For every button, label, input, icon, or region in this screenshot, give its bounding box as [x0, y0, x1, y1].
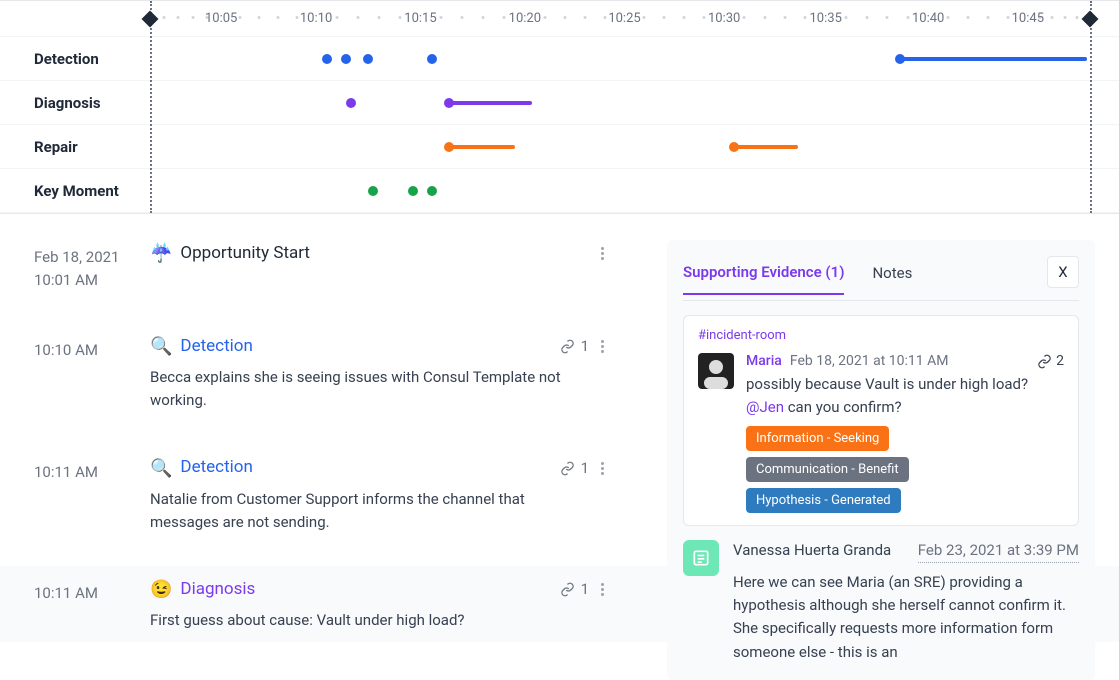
timeline-lanes: Detection Diagnosis Repair Key Moment: [0, 37, 1119, 213]
entry-time: Feb 18, 202110:01 AM: [0, 240, 150, 291]
timeline-tick-label: 10:25: [608, 11, 640, 26]
entry-emoji-icon: 😉: [150, 576, 172, 603]
entry-time: 10:11 AM: [0, 455, 150, 535]
lane-label: Repair: [0, 138, 150, 156]
timeline-segment[interactable]: [449, 145, 515, 149]
lane-label: Key Moment: [0, 182, 150, 200]
message-tag[interactable]: Communication - Benefit: [746, 457, 909, 482]
more-menu-button[interactable]: [595, 460, 610, 477]
lane-track: [150, 125, 1099, 168]
timeline-tick-row: 10:05 10:10 10:15 10:20 10:25 10:30 10:35 10:40…: [0, 1, 1119, 37]
message-tags: Information - Seeking Communication - Ben…: [746, 426, 1064, 513]
timeline-tick-label: 10:45: [1012, 11, 1044, 26]
entry-description: Natalie from Customer Support informs th…: [150, 488, 570, 535]
entry-time: 10:11 AM: [0, 576, 150, 632]
timeline-segment-start: [895, 54, 905, 64]
evidence-card: #incident-room Maria Feb 18, 2021 at 10:…: [683, 315, 1079, 526]
note-time[interactable]: Feb 23, 2021 at 3:39 PM: [918, 540, 1079, 563]
timeline-segment-start: [729, 142, 739, 152]
timeline-point[interactable]: [346, 98, 356, 108]
avatar: [698, 353, 734, 389]
tab-supporting-evidence[interactable]: Supporting Evidence (1): [683, 263, 844, 295]
timeline: 10:05 10:10 10:15 10:20 10:25 10:30 10:35 10:40…: [0, 0, 1119, 214]
lane-track: [150, 37, 1099, 80]
timeline-tick-label: 10:40: [912, 11, 944, 26]
lane-track: [150, 81, 1099, 124]
evidence-sidebar: Supporting Evidence (1) Notes X #inciden…: [667, 240, 1095, 680]
timeline-lane: Key Moment: [0, 169, 1119, 213]
timeline-end-line: [1090, 1, 1092, 213]
timeline-lane: Diagnosis: [0, 81, 1119, 125]
entry-emoji-icon: 🔍: [150, 333, 172, 360]
evidence-link-count[interactable]: 1: [560, 578, 589, 601]
entry-body: 🔍 Detection 1 Becca explains she is seeing …: [150, 333, 630, 413]
timeline-point[interactable]: [363, 54, 373, 64]
message-tag[interactable]: Hypothesis - Generated: [746, 488, 901, 513]
evidence-link-count[interactable]: 1: [560, 457, 589, 480]
entry-title[interactable]: Detection: [180, 334, 252, 360]
link-icon: [560, 461, 575, 476]
message-author[interactable]: Maria: [746, 353, 782, 369]
timeline-point[interactable]: [427, 54, 437, 64]
link-icon: [560, 339, 575, 354]
mention[interactable]: @Jen: [746, 398, 784, 416]
timeline-point[interactable]: [322, 54, 332, 64]
message-text: possibly because Vault is under high loa…: [746, 373, 1064, 418]
timeline-tick-label: 10:30: [708, 11, 740, 26]
timeline-tick-label: 10:15: [404, 11, 436, 26]
message-tag[interactable]: Information - Seeking: [746, 426, 889, 451]
entry-body: ☔ Opportunity Start: [150, 240, 630, 291]
lane-label: Diagnosis: [0, 94, 150, 112]
channel-link[interactable]: #incident-room: [698, 328, 1064, 343]
timeline-point[interactable]: [408, 186, 418, 196]
timeline-segment-start: [444, 142, 454, 152]
more-menu-button[interactable]: [595, 245, 610, 262]
entry-emoji-icon: 🔍: [150, 455, 172, 482]
timeline-tick-label: 10:05: [205, 11, 237, 26]
reply-count-value: 2: [1056, 353, 1064, 369]
timeline-lane: Detection: [0, 37, 1119, 81]
timeline-point[interactable]: [341, 54, 351, 64]
note-card: Vanessa Huerta Granda Feb 23, 2021 at 3:…: [683, 540, 1079, 664]
timeline-tick-label: 10:20: [509, 11, 541, 26]
note-icon: [683, 540, 719, 576]
more-menu-button[interactable]: [595, 581, 610, 598]
timeline-segment[interactable]: [734, 145, 799, 149]
entry-time: 10:10 AM: [0, 333, 150, 413]
tab-notes[interactable]: Notes: [872, 264, 912, 294]
evidence-link-count[interactable]: 1: [560, 335, 589, 358]
entry-description: First guess about cause: Vault under hig…: [150, 609, 570, 632]
timeline-point[interactable]: [427, 186, 437, 196]
timeline-start-line: [150, 1, 152, 213]
entry-body: 🔍 Detection 1 Natalie from Customer Support…: [150, 455, 630, 535]
note-author: Vanessa Huerta Granda: [733, 540, 891, 562]
timeline-tick-label: 10:35: [810, 11, 842, 26]
reply-count[interactable]: 2: [1037, 353, 1064, 369]
entry-description: Becca explains she is seeing issues with…: [150, 366, 570, 413]
entry-body: 😉 Diagnosis 1 First guess about cause: Vaul…: [150, 576, 630, 632]
lane-label: Detection: [0, 50, 150, 68]
note-text: Here we can see Maria (an SRE) providing…: [733, 571, 1079, 664]
entry-title[interactable]: Detection: [180, 455, 252, 481]
timeline-segment-start: [444, 98, 454, 108]
more-menu-button[interactable]: [595, 338, 610, 355]
timeline-point[interactable]: [368, 186, 378, 196]
message-time: Feb 18, 2021 at 10:11 AM: [790, 353, 949, 369]
link-icon: [560, 582, 575, 597]
reply-icon: [1037, 354, 1052, 369]
entry-title: Opportunity Start: [180, 241, 310, 267]
entry-emoji-icon: ☔: [150, 240, 172, 267]
timeline-segment[interactable]: [449, 101, 533, 105]
timeline-tick-label: 10:10: [300, 11, 332, 26]
entry-title[interactable]: Diagnosis: [180, 577, 255, 603]
lane-track: [150, 169, 1099, 212]
close-button[interactable]: X: [1047, 256, 1079, 288]
timeline-segment[interactable]: [900, 57, 1087, 61]
timeline-lane: Repair: [0, 125, 1119, 169]
